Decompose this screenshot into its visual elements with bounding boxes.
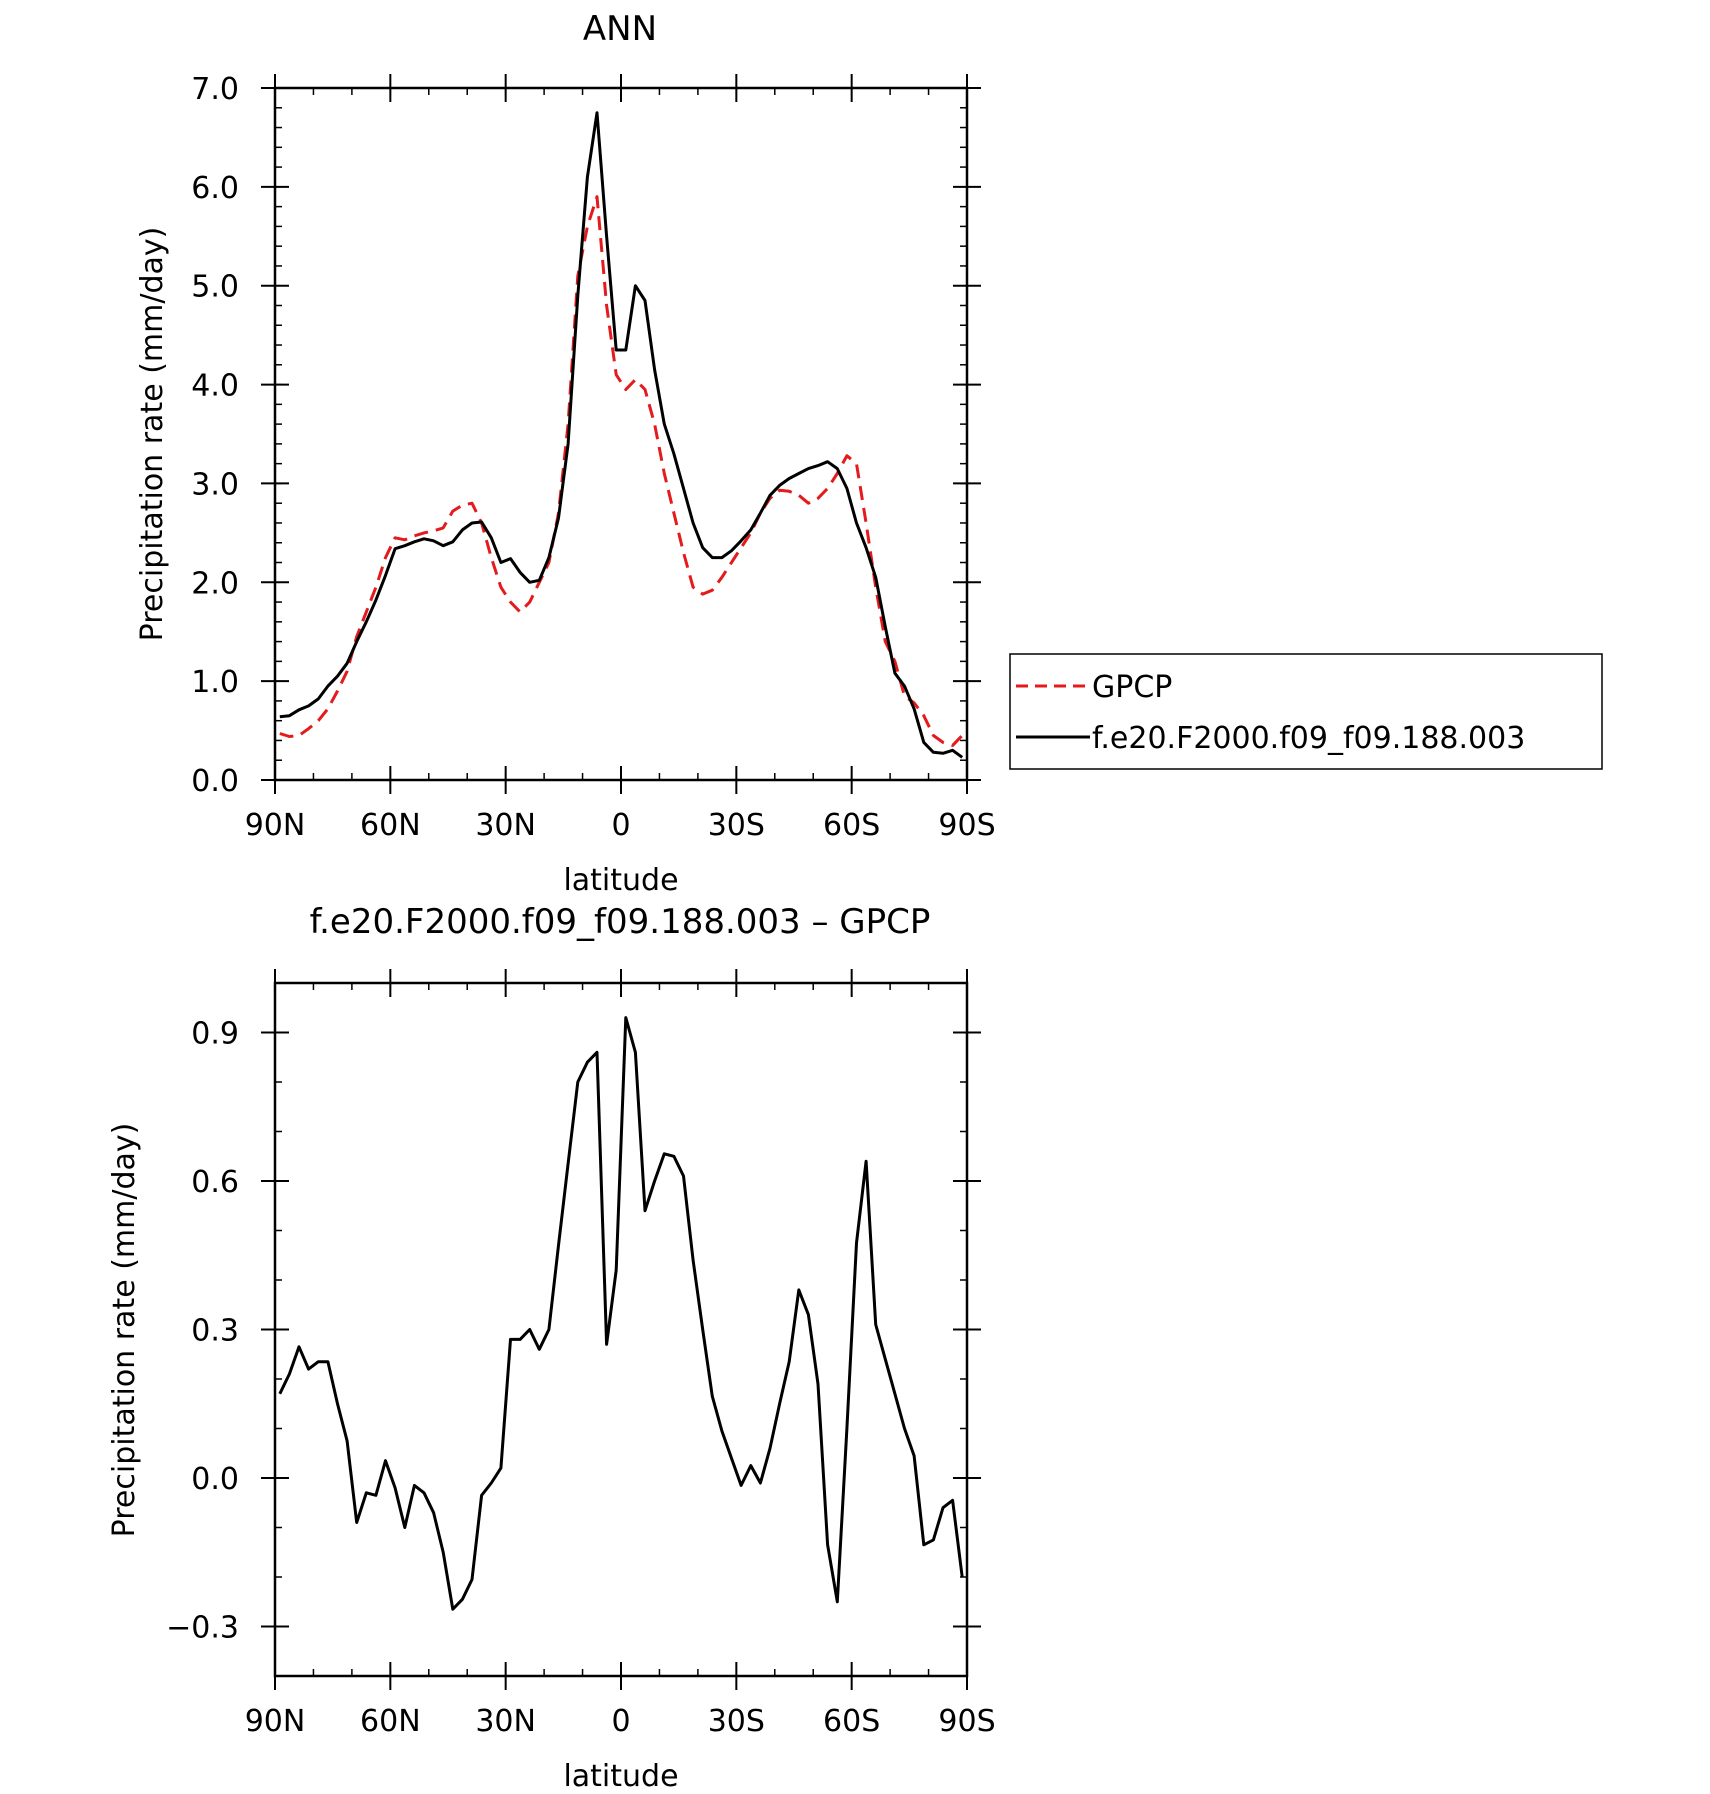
top-x-tick-label: 90S: [938, 808, 995, 843]
top-y-tick-label: 6.0: [191, 171, 239, 206]
bottom-x-tick-label: 90S: [938, 1704, 995, 1739]
bottom-x-tick-label: 30N: [475, 1704, 536, 1739]
top-x-axis-label: latitude: [563, 863, 678, 898]
top-x-tick-label: 60S: [823, 808, 880, 843]
bottom-plot-frame: [273, 981, 969, 1678]
legend-box: [1009, 653, 1603, 770]
top-x-tick-label: 30S: [708, 808, 765, 843]
legend-label-model: f.e20.F2000.f09_f09.188.003: [1092, 721, 1525, 756]
top-plot-frame: [273, 86, 969, 782]
top-y-tick-label: 3.0: [191, 467, 239, 502]
bottom-y-axis-label: Precipitation rate (mm/day): [107, 1123, 142, 1538]
bottom-x-tick-label: 60S: [823, 1704, 880, 1739]
top-panel: ANN 90N 60N 30N 0 30S 60S 90S 0.0 1.0 2.0 3.0 4.0 5.…: [135, 9, 996, 898]
top-y-tick-label: 4.0: [191, 369, 239, 404]
legend: GPCP f.e20.F2000.f09_f09.188.003: [1009, 653, 1603, 770]
bottom-y-tick-label: 0.3: [191, 1314, 239, 1349]
bottom-x-axis-label: latitude: [563, 1759, 678, 1794]
top-title: ANN: [583, 9, 657, 49]
top-y-tick-label: 1.0: [191, 665, 239, 700]
top-x-tick-label: 90N: [245, 808, 306, 843]
top-x-tick-label: 0: [611, 808, 630, 843]
bottom-title: f.e20.F2000.f09_f09.188.003 – GPCP: [310, 902, 931, 942]
top-series-line-1: [279, 111, 964, 759]
top-x-tick-label: 60N: [360, 808, 421, 843]
top-y-tick-label: 5.0: [191, 270, 239, 305]
top-y-tick-label: 2.0: [191, 566, 239, 601]
bottom-series-line-0: [278, 1016, 964, 1611]
bottom-y-tick-label: −0.3: [166, 1611, 239, 1646]
legend-label-gpcp: GPCP: [1092, 670, 1172, 705]
top-y-axis-label: Precipitation rate (mm/day): [135, 227, 170, 642]
bottom-y-tick-label: 0.6: [191, 1165, 239, 1200]
bottom-panel: f.e20.F2000.f09_f09.188.003 – GPCP 90N 60…: [107, 902, 996, 1794]
bottom-x-tick-label: 30S: [708, 1704, 765, 1739]
bottom-x-tick-label: 90N: [245, 1704, 306, 1739]
bottom-x-tick-label: 0: [611, 1704, 630, 1739]
bottom-y-tick-label: 0.9: [191, 1017, 239, 1052]
top-x-tick-label: 30N: [475, 808, 536, 843]
bottom-x-tick-label: 60N: [360, 1704, 421, 1739]
top-series-line-0: [279, 195, 964, 747]
bottom-y-tick-label: 0.0: [191, 1462, 239, 1497]
top-y-tick-label: 0.0: [191, 764, 239, 799]
top-y-tick-label: 7.0: [191, 72, 239, 107]
